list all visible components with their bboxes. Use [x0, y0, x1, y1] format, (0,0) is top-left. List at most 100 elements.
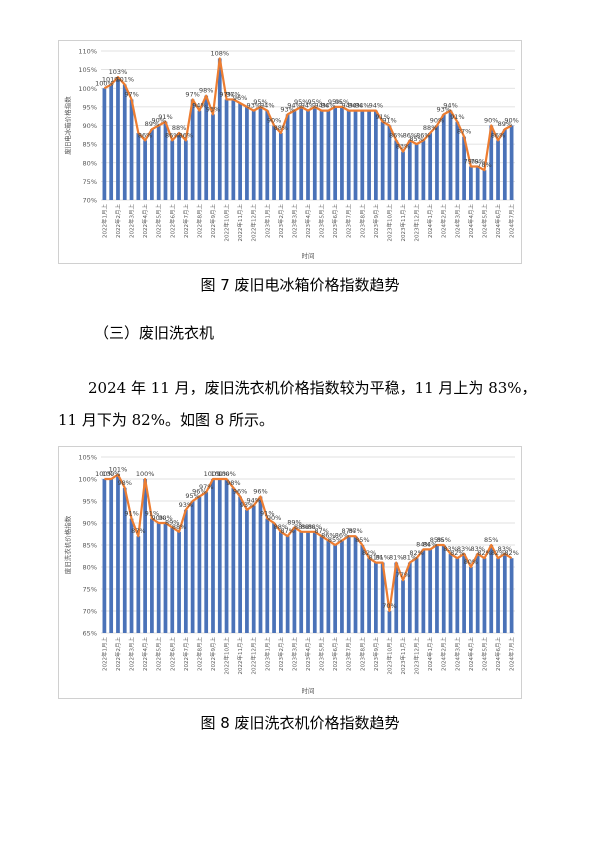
data-label: 93% [240, 501, 254, 509]
bar [177, 531, 181, 633]
y-tick-label: 100% [78, 476, 97, 484]
bar [245, 509, 249, 633]
x-axis-title: 时间 [302, 686, 315, 695]
data-label: 95% [294, 98, 308, 106]
bar [285, 536, 290, 633]
bar [143, 140, 147, 200]
bar [374, 110, 378, 200]
bar [224, 99, 229, 200]
bar [217, 479, 222, 633]
data-label: 91% [382, 117, 396, 125]
x-tick-label: 2022年3月上 [128, 637, 136, 671]
y-tick-label: 85% [83, 141, 97, 149]
y-tick-label: 80% [83, 564, 97, 572]
x-tick-label: 2024年4月上 [467, 637, 475, 671]
paragraph-line-2: 11 月下为 82%。如图 8 所示。 [58, 411, 275, 429]
data-label: 91% [450, 113, 464, 121]
data-label: 95% [328, 98, 342, 106]
data-label: 94% [321, 102, 335, 110]
x-tick-label: 2023年9月上 [372, 204, 380, 238]
fridge-price-index-chart: 70% 75% 80% 85% 90% 95% 100% 105% 110% 100% 101% 10… [58, 40, 522, 264]
bar [150, 129, 154, 200]
data-label: 88% [172, 124, 186, 132]
bar [136, 536, 141, 633]
data-label: 86% [165, 131, 179, 139]
bar [177, 132, 181, 200]
data-label: 84% [416, 540, 430, 548]
bar [231, 487, 236, 633]
data-label: 96% [233, 488, 247, 496]
x-tick-label: 2022年6月上 [168, 637, 176, 671]
y-tick-label: 95% [83, 103, 97, 111]
data-label: 85% [355, 536, 369, 544]
data-label: 90% [484, 117, 498, 125]
bar [401, 580, 405, 633]
x-tick-label: 2022年4月上 [141, 637, 149, 671]
bar [462, 136, 466, 200]
x-tick-label: 2023年6月上 [331, 637, 339, 671]
data-label: 83% [396, 143, 410, 151]
data-label: 97% [185, 90, 199, 98]
x-tick-label: 2023年7月上 [345, 204, 353, 238]
bar [190, 501, 195, 633]
bar [482, 170, 487, 200]
bar [183, 140, 188, 200]
x-tick-label: 2024年3月上 [453, 204, 461, 238]
bar [435, 125, 439, 200]
bar [183, 509, 188, 633]
y-tick-label: 90% [83, 122, 97, 130]
data-label: 87% [280, 527, 294, 535]
y-axis-title: 废旧电冰箱价格指数 [63, 96, 72, 155]
y-tick-label: 80% [83, 159, 97, 167]
y-tick-label: 90% [83, 520, 97, 528]
x-tick-label: 2024年6月上 [494, 637, 502, 671]
data-label: 88% [301, 523, 315, 531]
bar [421, 549, 426, 633]
bar [272, 125, 276, 200]
data-label: 78% [477, 161, 491, 169]
x-tick-label: 2024年4月上 [467, 204, 475, 238]
washing-machine-price-index-chart: 65% 70% 75% 80% 85% 90% 95% 100% 105% 100% 100% 101… [58, 446, 522, 699]
bar [448, 553, 453, 633]
bar [116, 77, 120, 200]
bar [333, 545, 338, 633]
data-label: 81% [375, 554, 389, 562]
bar [367, 110, 371, 200]
bar [407, 140, 412, 200]
bar [258, 496, 263, 633]
y-tick-label: 65% [83, 630, 97, 638]
x-tick-label: 2024年7月上 [508, 637, 516, 671]
bar [360, 545, 365, 633]
bar [502, 553, 507, 633]
bar [441, 545, 446, 633]
bar [353, 536, 358, 633]
x-tick-label: 2023年6月上 [331, 204, 339, 238]
bar [170, 527, 175, 633]
bar [455, 121, 460, 200]
bar [489, 125, 494, 200]
bar [211, 479, 215, 633]
bar [204, 95, 209, 200]
data-label: 87% [341, 527, 355, 535]
x-tick-label: 2023年7月上 [345, 637, 353, 671]
bar [387, 125, 392, 200]
bar [340, 106, 344, 200]
bar [469, 166, 473, 200]
data-label: 91% [260, 510, 274, 518]
data-label: 94% [260, 102, 274, 110]
data-label: 96% [233, 94, 247, 102]
data-label: 93% [246, 102, 260, 110]
data-label: 86% [403, 131, 417, 139]
data-label: 81% [389, 554, 403, 562]
y-tick-label: 105% [78, 454, 97, 462]
x-tick-label: 2024年6月上 [494, 204, 502, 238]
data-label: 94% [314, 102, 328, 110]
section-heading-washing-machine: （三）废旧洗衣机 [94, 324, 215, 342]
bar [326, 540, 331, 633]
bar [238, 496, 242, 633]
washing-machine-paragraph: 2024 年 11 月，废旧洗衣机价格指数较为平稳，11 月上为 83%， 11… [58, 372, 538, 436]
data-label: 90% [430, 117, 444, 125]
bar [211, 114, 215, 200]
x-tick-label: 2023年12月上 [413, 637, 421, 675]
data-label: 91% [375, 113, 389, 121]
